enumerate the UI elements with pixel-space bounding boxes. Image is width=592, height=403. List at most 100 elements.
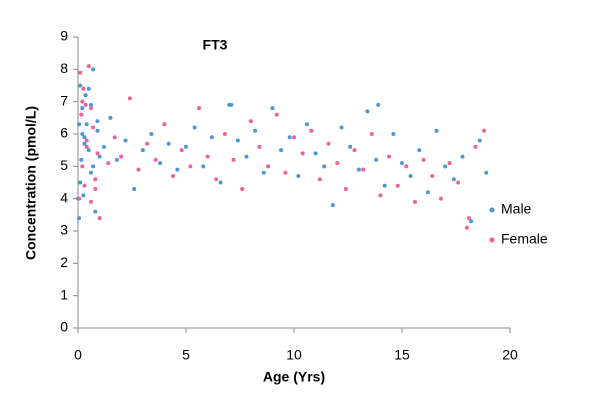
point xyxy=(175,167,180,172)
point xyxy=(119,154,124,159)
y-tick-label: 0 xyxy=(60,319,68,335)
point xyxy=(77,122,82,127)
point xyxy=(79,157,84,162)
point xyxy=(287,135,292,140)
point xyxy=(235,138,240,143)
point xyxy=(91,125,96,130)
point xyxy=(81,193,86,198)
point xyxy=(112,135,117,140)
point xyxy=(309,128,314,133)
point xyxy=(261,170,266,175)
point xyxy=(361,167,366,172)
point xyxy=(205,154,210,159)
point xyxy=(482,128,487,133)
point xyxy=(171,174,176,179)
point xyxy=(84,122,89,127)
point xyxy=(391,132,396,136)
point xyxy=(84,138,89,143)
point xyxy=(80,132,85,136)
point xyxy=(348,144,353,149)
point xyxy=(82,183,87,188)
y-tick-label: 1 xyxy=(60,286,68,302)
point xyxy=(79,112,84,117)
point xyxy=(356,167,361,172)
point xyxy=(97,154,102,159)
point xyxy=(166,141,171,146)
point xyxy=(339,125,344,130)
y-tick-label: 3 xyxy=(60,222,68,238)
y-tick-label: 7 xyxy=(60,92,68,108)
point xyxy=(93,209,98,214)
point xyxy=(231,157,236,162)
y-tick-label: 5 xyxy=(60,157,68,173)
point xyxy=(343,186,348,191)
point xyxy=(240,186,245,191)
point xyxy=(214,177,219,182)
point xyxy=(412,199,417,204)
point xyxy=(80,99,85,104)
point xyxy=(447,161,452,166)
point xyxy=(93,186,98,191)
point xyxy=(304,122,309,127)
point xyxy=(88,106,93,111)
point xyxy=(88,170,93,175)
point xyxy=(78,83,83,88)
chart-title: FT3 xyxy=(203,37,228,53)
point xyxy=(365,109,370,114)
point xyxy=(434,128,439,133)
point xyxy=(274,112,279,117)
point xyxy=(88,199,93,204)
point xyxy=(145,141,150,146)
x-tick-label: 0 xyxy=(74,347,82,363)
point xyxy=(196,106,201,111)
point xyxy=(378,193,383,198)
point xyxy=(330,203,335,208)
legend-label: Male xyxy=(501,201,532,217)
point xyxy=(83,102,88,107)
point xyxy=(78,70,83,75)
point xyxy=(101,144,106,149)
point xyxy=(188,164,193,169)
point xyxy=(132,186,137,191)
point xyxy=(376,102,381,107)
point xyxy=(209,135,214,140)
point xyxy=(395,183,400,188)
point xyxy=(417,148,422,153)
point xyxy=(473,144,478,149)
point xyxy=(248,119,253,124)
point xyxy=(374,157,379,162)
y-tick-label: 6 xyxy=(60,125,68,141)
point xyxy=(95,151,100,156)
legend-marker xyxy=(489,237,495,243)
point xyxy=(91,67,96,72)
point xyxy=(162,122,167,127)
y-tick-label: 4 xyxy=(60,189,68,205)
point xyxy=(184,144,188,149)
point xyxy=(300,151,305,156)
point xyxy=(95,119,100,124)
point xyxy=(296,174,301,179)
point xyxy=(369,132,374,136)
point xyxy=(352,148,357,153)
point xyxy=(86,86,91,91)
point xyxy=(81,86,86,91)
point xyxy=(404,164,409,169)
point xyxy=(192,125,197,130)
point xyxy=(93,177,98,182)
point xyxy=(430,174,435,179)
point xyxy=(421,157,426,162)
point xyxy=(97,216,102,221)
point xyxy=(78,180,83,185)
point xyxy=(400,161,404,166)
point xyxy=(257,144,262,149)
point xyxy=(88,102,93,107)
point xyxy=(484,170,489,175)
point xyxy=(408,174,413,179)
point xyxy=(91,164,96,169)
point xyxy=(466,216,471,221)
point xyxy=(82,135,87,140)
point xyxy=(326,141,331,146)
point xyxy=(456,180,461,185)
